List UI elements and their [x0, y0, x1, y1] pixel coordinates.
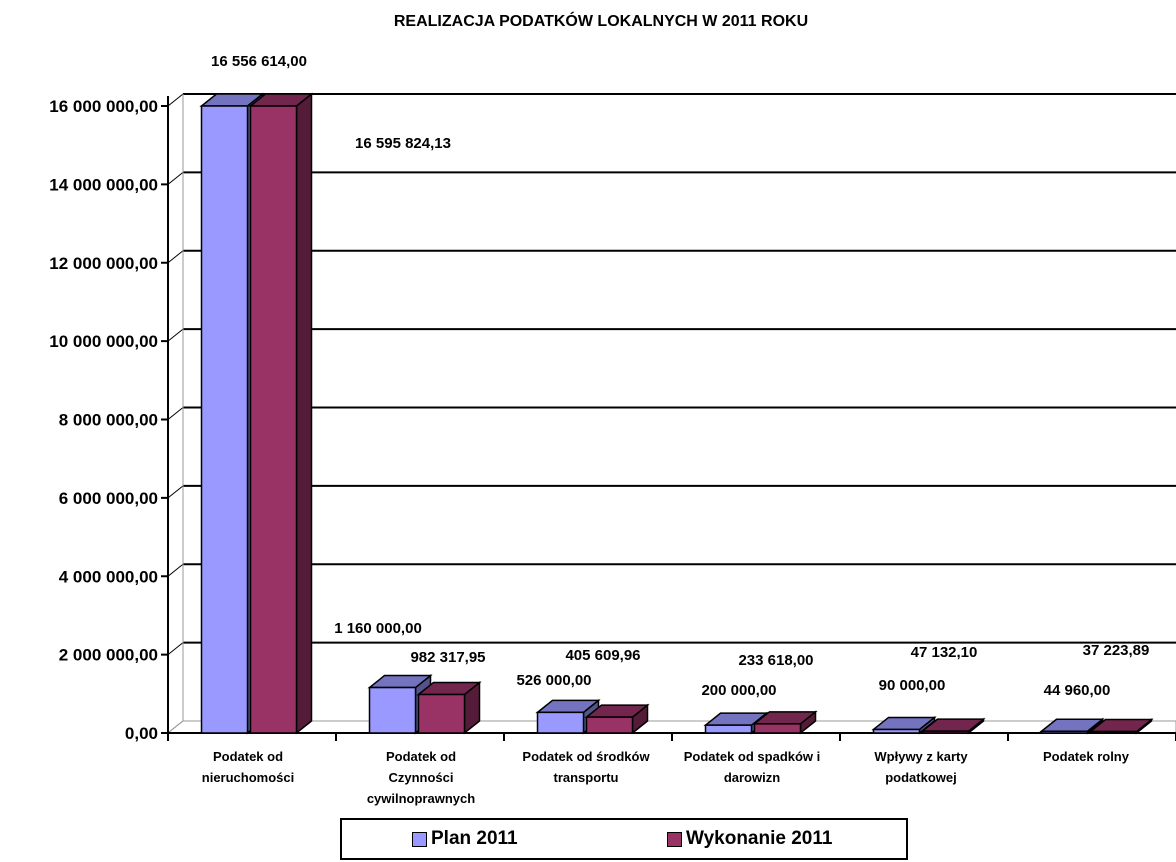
category-label-2: Podatek od środków transportu: [522, 749, 650, 785]
data-label-0-0: 16 556 614,00: [211, 53, 307, 70]
bar-front: [585, 716, 634, 734]
gridline-diagonal: [167, 642, 184, 656]
category-label-5: Podatek rolny: [1043, 749, 1129, 764]
category-label-3: Podatek od spadków i darowizn: [683, 749, 821, 785]
data-label-4-1: 47 132,10: [911, 644, 978, 661]
bar-front: [249, 105, 298, 734]
gridline-diagonal: [167, 171, 184, 185]
bar-front: [1089, 730, 1138, 734]
bar-0-1: [248, 92, 314, 735]
bar-front: [1040, 730, 1089, 734]
bar-4-1: [920, 717, 986, 735]
bar-side: [295, 92, 313, 735]
legend-label-wykonanie: Wykonanie 2011: [686, 828, 833, 849]
data-label-3-1: 233 618,00: [738, 652, 813, 669]
data-label-1-0: 1 160 000,00: [334, 620, 422, 637]
bar-front: [753, 723, 802, 734]
bar-front: [417, 693, 466, 734]
gridline-diagonal: [167, 93, 184, 107]
bar-4-0: [871, 715, 937, 735]
y-tick-label: 0,00: [125, 724, 158, 743]
bar-front: [921, 730, 970, 734]
legend: Plan 2011 Wykonanie 2011: [340, 818, 908, 860]
y-tick-label: 10 000 000,00: [49, 332, 158, 351]
y-tick-label: 6 000 000,00: [59, 489, 158, 508]
category-label-4: Wpływy z karty podatkowej: [874, 749, 968, 785]
gridline-diagonal: [167, 407, 184, 420]
category-label-0: Podatek od nieruchomości: [201, 749, 295, 785]
gridline-diagonal: [167, 250, 184, 264]
bar-front: [704, 724, 753, 734]
grid-lines: [166, 93, 1176, 734]
bar-front: [200, 105, 249, 734]
bar-5-1: [1088, 717, 1154, 735]
bar-2-1: [584, 703, 650, 735]
y-tick-label: 2 000 000,00: [59, 646, 158, 665]
data-label-2-1: 405 609,96: [565, 647, 640, 664]
data-label-4-0: 90 000,00: [879, 677, 946, 694]
chart-title: REALIZACJA PODATKÓW LOKALNYCH W 2011 ROK…: [394, 11, 808, 30]
data-label-5-1: 37 223,89: [1083, 642, 1150, 659]
data-label-5-0: 44 960,00: [1044, 682, 1111, 699]
legend-item-wykonanie: Wykonanie 2011: [667, 828, 832, 850]
bar-1-1: [416, 680, 482, 735]
bar-front: [536, 711, 585, 734]
legend-swatch-wykonanie: [667, 831, 682, 847]
data-labels: 16 556 614,00 16 595 824,13 1 160 000,00 98…: [211, 53, 1149, 699]
legend-label-plan: Plan 2011: [431, 828, 518, 849]
y-tick-label: 12 000 000,00: [49, 254, 158, 273]
bar-front: [368, 686, 417, 734]
y-tick-label: 16 000 000,00: [49, 97, 158, 116]
gridline-diagonal: [167, 563, 184, 577]
chart-floor: [166, 720, 1176, 734]
data-label-3-0: 200 000,00: [701, 682, 776, 699]
legend-swatch-plan: [412, 831, 427, 847]
gridline-diagonal: [167, 328, 184, 342]
legend-item-plan: Plan 2011: [412, 828, 518, 850]
bar-front: [872, 728, 921, 734]
y-tick-label: 4 000 000,00: [59, 567, 158, 586]
y-tick-label: 8 000 000,00: [59, 411, 158, 430]
category-label-1: Podatek od Czynności cywilnoprawnych: [366, 749, 476, 806]
axes: 0,00 2 000 000,00 4 000 000,00 6 000 000,00…: [49, 96, 1176, 743]
gridline-diagonal: [167, 485, 184, 499]
y-tick-label: 14 000 000,00: [49, 175, 158, 194]
data-label-2-0: 526 000,00: [516, 672, 591, 689]
bars: [199, 92, 1154, 735]
bar-3-1: [752, 710, 818, 735]
data-label-1-1: 982 317,95: [410, 649, 485, 666]
data-label-0-1: 16 595 824,13: [355, 135, 451, 152]
